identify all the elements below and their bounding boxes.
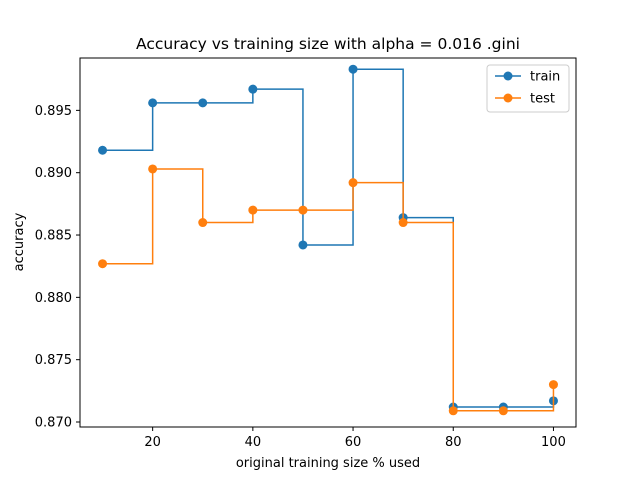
legend-item-train: train xyxy=(495,70,560,85)
y-axis-label: accuracy xyxy=(12,212,27,271)
x-tick-label: 40 xyxy=(245,435,262,450)
y-tick-label: 0.895 xyxy=(35,104,72,119)
data-point-test xyxy=(398,218,408,228)
x-axis-label: original training size % used xyxy=(236,456,420,471)
y-tick-label: 0.875 xyxy=(35,353,72,368)
axes-frame xyxy=(79,57,577,428)
data-point-test xyxy=(248,205,258,215)
data-point-train xyxy=(348,64,358,74)
legend-label: test xyxy=(530,92,555,107)
x-tick-label: 80 xyxy=(445,435,462,450)
x-tick-label: 20 xyxy=(144,435,161,450)
data-point-train xyxy=(98,145,108,155)
data-point-train xyxy=(298,240,308,250)
data-point-test xyxy=(98,259,108,269)
series-line-test xyxy=(102,168,555,412)
x-tick-label: 60 xyxy=(345,435,362,450)
legend-swatch-marker xyxy=(503,71,513,81)
legend: train test xyxy=(486,64,570,113)
y-tick-label: 0.870 xyxy=(35,416,72,431)
chart-title: Accuracy vs training size with alpha = 0… xyxy=(136,35,520,53)
y-tick-label: 0.880 xyxy=(35,291,72,306)
data-point-train xyxy=(148,98,158,108)
series-layer xyxy=(98,64,558,416)
data-point-train xyxy=(198,98,208,108)
data-point-test xyxy=(548,380,558,390)
legend-swatch-marker xyxy=(503,93,513,103)
y-tick-label: 0.890 xyxy=(35,166,72,181)
series-line-train xyxy=(102,68,555,408)
data-point-test xyxy=(148,164,158,174)
legend-item-test: test xyxy=(495,92,555,107)
y-tick-label: 0.885 xyxy=(35,229,72,244)
x-tick-label: 100 xyxy=(541,435,566,450)
data-point-train xyxy=(248,84,258,94)
x-axis-ticks: 20 40 60 80 100 xyxy=(144,427,566,450)
data-point-test xyxy=(448,406,458,416)
data-point-test xyxy=(198,218,208,228)
data-point-test xyxy=(348,178,358,188)
data-point-test xyxy=(298,205,308,215)
data-point-test xyxy=(498,406,508,416)
y-axis-ticks: 0.870 0.875 0.880 0.885 0.890 0.895 xyxy=(35,104,80,431)
series-test xyxy=(98,164,558,416)
legend-label: train xyxy=(530,70,560,85)
